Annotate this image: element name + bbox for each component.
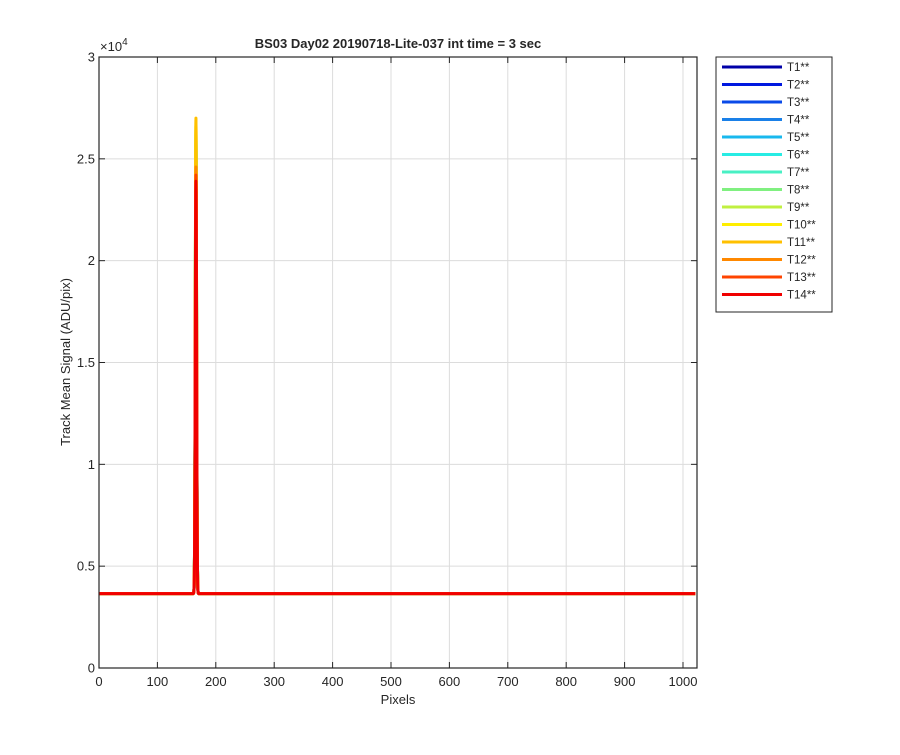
legend-entry: T2** [722,80,810,92]
legend-label: T2** [787,80,810,92]
y-tick-label: 3 [88,50,95,65]
y-tick-label: 2.5 [77,151,95,166]
x-tick-label: 0 [95,674,102,689]
x-tick-label: 900 [614,674,636,689]
legend-label: T14** [787,290,816,302]
chart-title: BS03 Day02 20190718-Lite-037 int time = … [255,36,542,51]
x-tick-label: 500 [380,674,402,689]
y-exponent: ×104 [100,37,128,54]
x-tick-label: 1000 [669,674,698,689]
y-axis-label: Track Mean Signal (ADU/pix) [58,278,73,446]
y-exponent-base: ×10 [100,39,122,54]
x-tick-label: 800 [555,674,577,689]
x-tick-label: 400 [322,674,344,689]
legend-label: T10** [787,220,816,232]
x-tick-label: 700 [497,674,519,689]
legend-entry: T8** [722,185,810,197]
legend-entry: T9** [722,202,810,214]
legend-entry: T11** [722,237,815,249]
legend-label: T12** [787,255,816,267]
y-tick-label: 0 [88,661,95,676]
legend-label: T3** [787,97,810,109]
y-tick-label: 1.5 [77,355,95,370]
y-tick-labels: 0 0.5 1 1.5 2 2.5 3 [77,50,95,676]
legend-entry: T13** [722,272,816,284]
legend-entry: T7** [722,167,810,179]
legend-label: T5** [787,132,810,144]
legend-entry: T3** [722,97,810,109]
series-lines [99,116,696,596]
legend-label: T6** [787,150,810,162]
ticks [98,56,697,669]
y-tick-label: 1 [88,457,95,472]
legend: T1** T2** T3** T4** T5** T6** T7** T8** T9** T10*… [715,56,833,313]
legend-entry: T10** [722,220,816,232]
y-tick-label: 0.5 [77,559,95,574]
legend-entry: T1** [722,62,810,74]
legend-label: T9** [787,202,810,214]
series-line [99,179,696,596]
legend-label: T7** [787,167,810,179]
legend-box [715,56,833,313]
y-exponent-power: 4 [122,37,128,48]
grid [99,57,697,668]
legend-entry: T5** [722,132,810,144]
legend-entry: T12** [722,255,816,267]
x-tick-label: 200 [205,674,227,689]
x-axis-label: Pixels [381,692,416,707]
x-tick-labels: 0 100 200 300 400 500 600 700 800 900 1000 [95,674,697,689]
legend-entry: T6** [722,150,810,162]
legend-entry: T14** [722,290,816,302]
legend-entry: T4** [722,115,810,127]
x-tick-label: 300 [263,674,285,689]
legend-label: T13** [787,272,816,284]
x-tick-label: 600 [439,674,461,689]
y-tick-label: 2 [88,253,95,268]
legend-label: T8** [787,185,810,197]
legend-label: T11** [787,237,815,249]
legend-label: T4** [787,115,810,127]
legend-label: T1** [787,62,810,74]
x-tick-label: 100 [147,674,169,689]
